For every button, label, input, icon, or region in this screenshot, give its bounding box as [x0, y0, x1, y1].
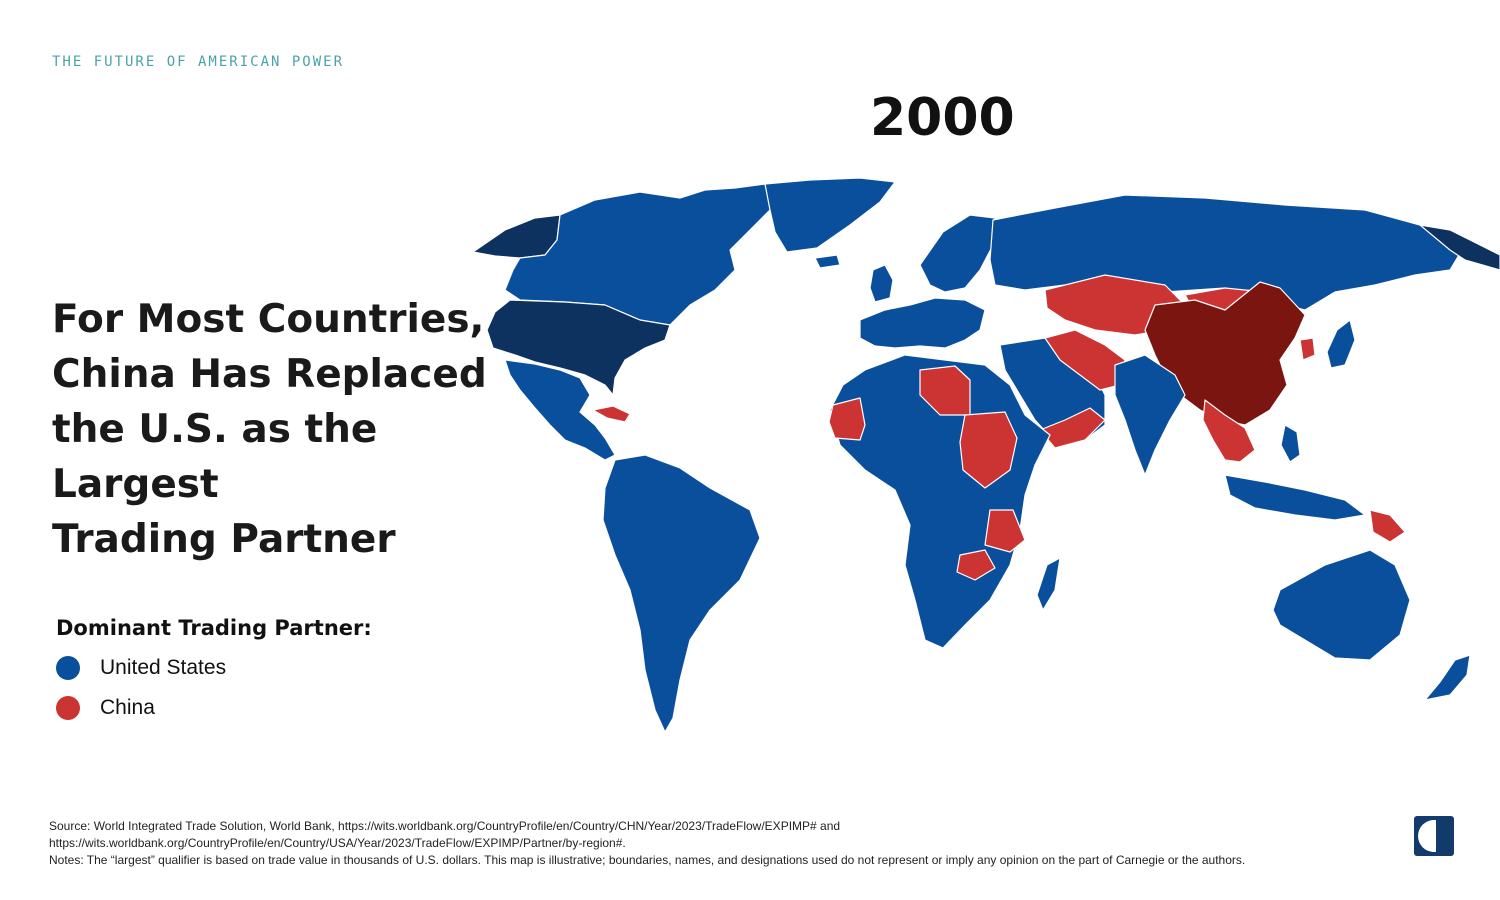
source-line: https://wits.worldbank.org/CountryProfil… — [49, 836, 626, 850]
headline-line: For Most Countries, — [52, 297, 485, 342]
country-united-kingdom — [869, 264, 894, 303]
country-canada — [504, 183, 776, 326]
legend-label: United States — [100, 656, 227, 679]
country-southeast-asia — [1202, 399, 1256, 463]
country-chukotka — [1419, 224, 1500, 271]
country-madagascar — [1036, 557, 1061, 611]
country-india — [1114, 354, 1186, 476]
country-south-america — [602, 454, 761, 733]
country-australia — [1272, 549, 1411, 661]
headline-line: the U.S. as the Largest — [52, 407, 378, 507]
country-cuba — [592, 405, 631, 423]
country-scandinavia — [919, 214, 996, 293]
legend-item-united-states: United States — [56, 656, 372, 680]
headline-line: Trading Partner — [52, 517, 396, 562]
carnegie-logo-icon — [1414, 816, 1454, 856]
legend: Dominant Trading Partner: United States … — [56, 616, 372, 720]
country-philippines — [1280, 424, 1301, 463]
country-zambia — [956, 549, 996, 581]
map-year-title: 2000 — [870, 88, 1015, 148]
country-papua-new-guinea — [1369, 509, 1406, 543]
source-line: Source: World Integrated Trade Solution,… — [49, 819, 841, 833]
country-united-states — [486, 299, 671, 396]
country-iceland — [814, 254, 841, 269]
legend-item-china: China — [56, 696, 372, 720]
legend-swatch-united-states — [56, 656, 80, 680]
eyebrow-label: THE FUTURE OF AMERICAN POWER — [52, 54, 345, 70]
legend-swatch-china — [56, 696, 80, 720]
country-sudan — [959, 411, 1018, 489]
country-western-europe — [859, 297, 986, 349]
headline-line: China Has Replaced — [52, 352, 487, 397]
country-alaska — [472, 214, 561, 259]
footer-source-notes: Source: World Integrated Trade Solution,… — [49, 818, 1389, 869]
notes-line: Notes: The “largest” qualifier is based … — [49, 853, 1246, 867]
legend-title: Dominant Trading Partner: — [56, 616, 372, 640]
country-north-korea — [1299, 337, 1316, 361]
world-map — [472, 177, 1500, 733]
country-tanzania — [984, 509, 1026, 553]
country-indonesia — [1224, 474, 1366, 521]
country-new-zealand — [1424, 654, 1471, 701]
country-mauritania — [828, 397, 866, 441]
country-oman-yemen — [1039, 407, 1106, 449]
headline: For Most Countries, China Has Replaced t… — [52, 292, 522, 567]
legend-label: China — [100, 696, 155, 719]
country-japan — [1326, 319, 1356, 369]
country-greenland — [764, 177, 896, 253]
country-mexico-central-america — [504, 359, 616, 461]
